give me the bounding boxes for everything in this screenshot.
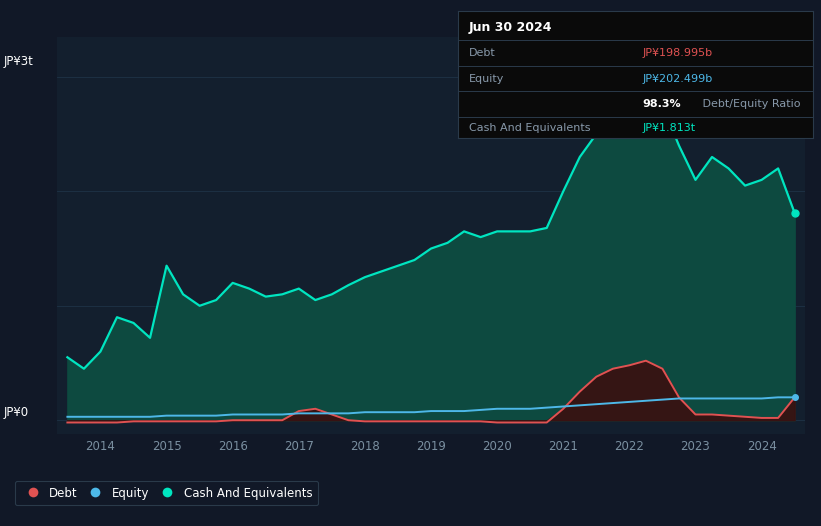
Text: Equity: Equity [469, 74, 504, 84]
Text: 98.3%: 98.3% [643, 99, 681, 109]
Text: Jun 30 2024: Jun 30 2024 [469, 21, 553, 34]
Text: Debt: Debt [469, 47, 496, 57]
Text: Debt/Equity Ratio: Debt/Equity Ratio [699, 99, 800, 109]
Text: Cash And Equivalents: Cash And Equivalents [469, 123, 590, 133]
Text: JP¥198.995b: JP¥198.995b [643, 47, 713, 57]
Text: JP¥0: JP¥0 [4, 407, 30, 419]
Text: JP¥1.813t: JP¥1.813t [643, 123, 695, 133]
Text: JP¥202.499b: JP¥202.499b [643, 74, 713, 84]
Legend: Debt, Equity, Cash And Equivalents: Debt, Equity, Cash And Equivalents [15, 481, 319, 505]
Text: JP¥3t: JP¥3t [4, 55, 34, 68]
